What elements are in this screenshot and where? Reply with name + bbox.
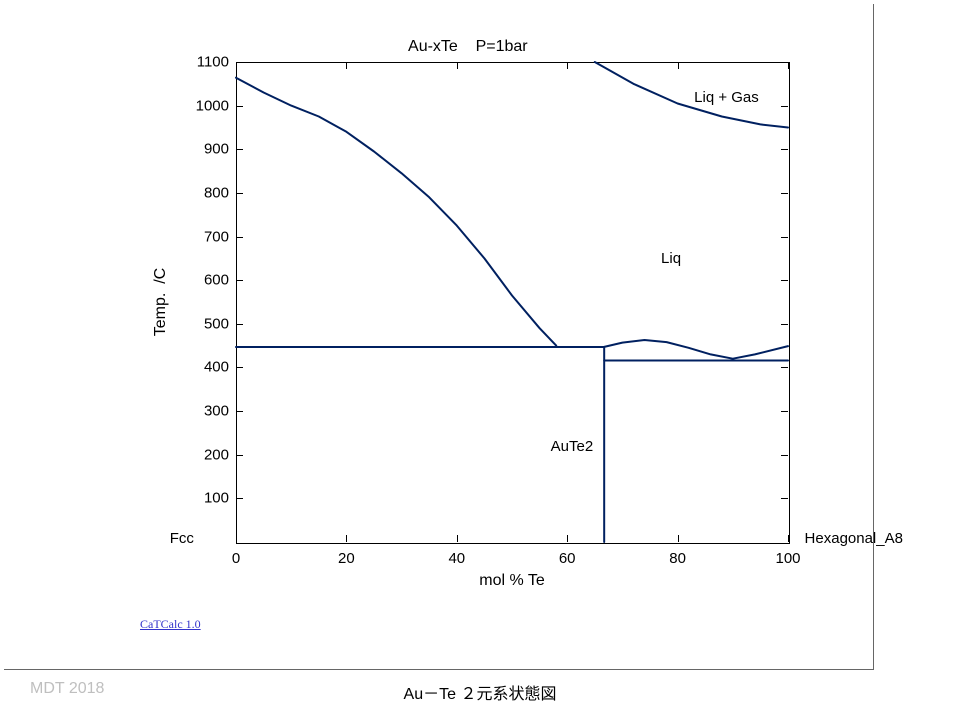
footer-credit: MDT 2018 xyxy=(30,680,104,698)
y-tick-label: 500 xyxy=(191,315,229,332)
phase-label: Fcc xyxy=(170,530,194,547)
y-tick-label: 900 xyxy=(191,141,229,158)
y-axis-title: Temp. /C xyxy=(152,268,170,336)
y-tick-label: 100 xyxy=(191,490,229,507)
footer-caption: Au－Te ２元系状態図 xyxy=(404,680,557,704)
y-tick-label: 700 xyxy=(191,228,229,245)
catcalc-link[interactable]: CaTCalc 1.0 xyxy=(140,617,201,632)
page: Au-xTe P=1bar mol % Te Temp. /C 0 20 40 60 8… xyxy=(0,0,960,720)
x-tick-label: 60 xyxy=(559,550,576,567)
y-tick-label: 300 xyxy=(191,403,229,420)
x-tick-label: 40 xyxy=(448,550,465,567)
phase-label: Liq xyxy=(661,250,681,267)
x-tick-label: 0 xyxy=(232,550,240,567)
y-tick-label: 400 xyxy=(191,359,229,376)
y-tick-label: 800 xyxy=(191,184,229,201)
x-tick-label: 100 xyxy=(775,550,800,567)
phase-label: Hexagonal_A8 xyxy=(805,530,903,547)
x-axis-title: mol % Te xyxy=(479,572,545,590)
y-tick-label: 1000 xyxy=(191,97,229,114)
x-tick-label: 80 xyxy=(669,550,686,567)
phase-label: AuTe2 xyxy=(551,438,594,455)
phase-curves xyxy=(0,0,960,720)
y-tick-label: 200 xyxy=(191,446,229,463)
y-tick-label: 1100 xyxy=(191,54,229,71)
phase-label: Liq + Gas xyxy=(694,89,759,106)
y-tick-label: 600 xyxy=(191,272,229,289)
chart-title: Au-xTe P=1bar xyxy=(408,38,528,56)
x-tick-label: 20 xyxy=(338,550,355,567)
